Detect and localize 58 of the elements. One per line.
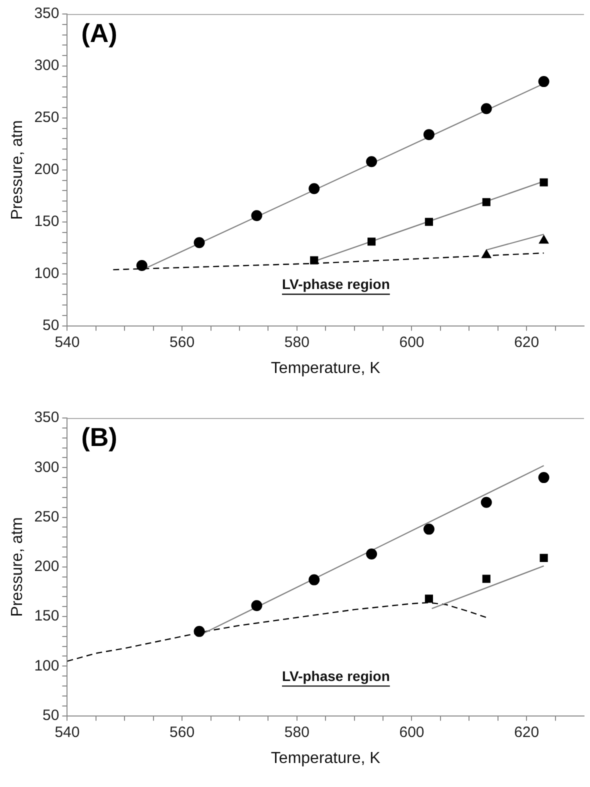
point [251,600,262,612]
point [480,103,492,114]
y-tick-label: 50 [42,706,60,724]
x-tick-label: 600 [399,724,424,741]
point [366,156,378,168]
y-tick-label: 200 [34,161,60,178]
x-tick-label: 540 [54,724,80,741]
y-tick-label: 50 [42,316,60,334]
point [308,574,320,586]
x-tick-label: 560 [170,724,195,741]
x-tick-label: 580 [284,724,310,741]
point [310,256,318,264]
point [540,178,548,186]
x-tick-label: 580 [284,334,310,351]
point [423,524,434,535]
y-tick-label: 200 [34,558,60,576]
y-tick-label: 300 [34,57,60,74]
point [482,574,490,583]
chart-title: (B) [81,422,118,452]
point [480,496,492,508]
point [308,183,320,194]
x-tick-label: 540 [54,334,80,351]
point [538,76,550,88]
y-tick-label: 100 [34,657,60,674]
y-tick-label: 250 [34,508,60,526]
x-axis-title: Temperature, K [270,360,381,377]
y-axis-title: Pressure, atm [9,120,26,220]
point [482,198,490,206]
point [423,129,434,140]
point [424,594,434,603]
annotation: LV-phase region [282,276,390,292]
point [194,237,205,248]
y-tick-label: 250 [34,109,60,126]
point [366,548,378,560]
point [538,235,549,244]
x-tick-label: 560 [170,334,195,351]
x-tick-label: 620 [514,334,540,351]
line-series [112,252,544,270]
y-tick-label: 300 [34,458,60,476]
x-axis-title: Temperature, K [270,750,381,767]
point [538,472,550,484]
point [368,238,376,246]
point [251,210,262,222]
point [194,626,205,637]
point [424,218,434,226]
point [136,260,148,272]
y-tick-label: 350 [34,409,60,426]
point [482,250,492,258]
y-tick-label: 350 [34,5,60,22]
x-tick-label: 600 [399,334,424,351]
y-tick-label: 150 [34,213,60,230]
y-axis-title: Pressure, atm [9,517,26,617]
chart-title: (A) [81,18,118,48]
x-tick-label: 620 [514,724,540,741]
annotation: LV-phase region [282,668,390,684]
y-tick-label: 150 [34,608,60,625]
y-tick-label: 100 [34,264,60,282]
point [540,554,548,562]
